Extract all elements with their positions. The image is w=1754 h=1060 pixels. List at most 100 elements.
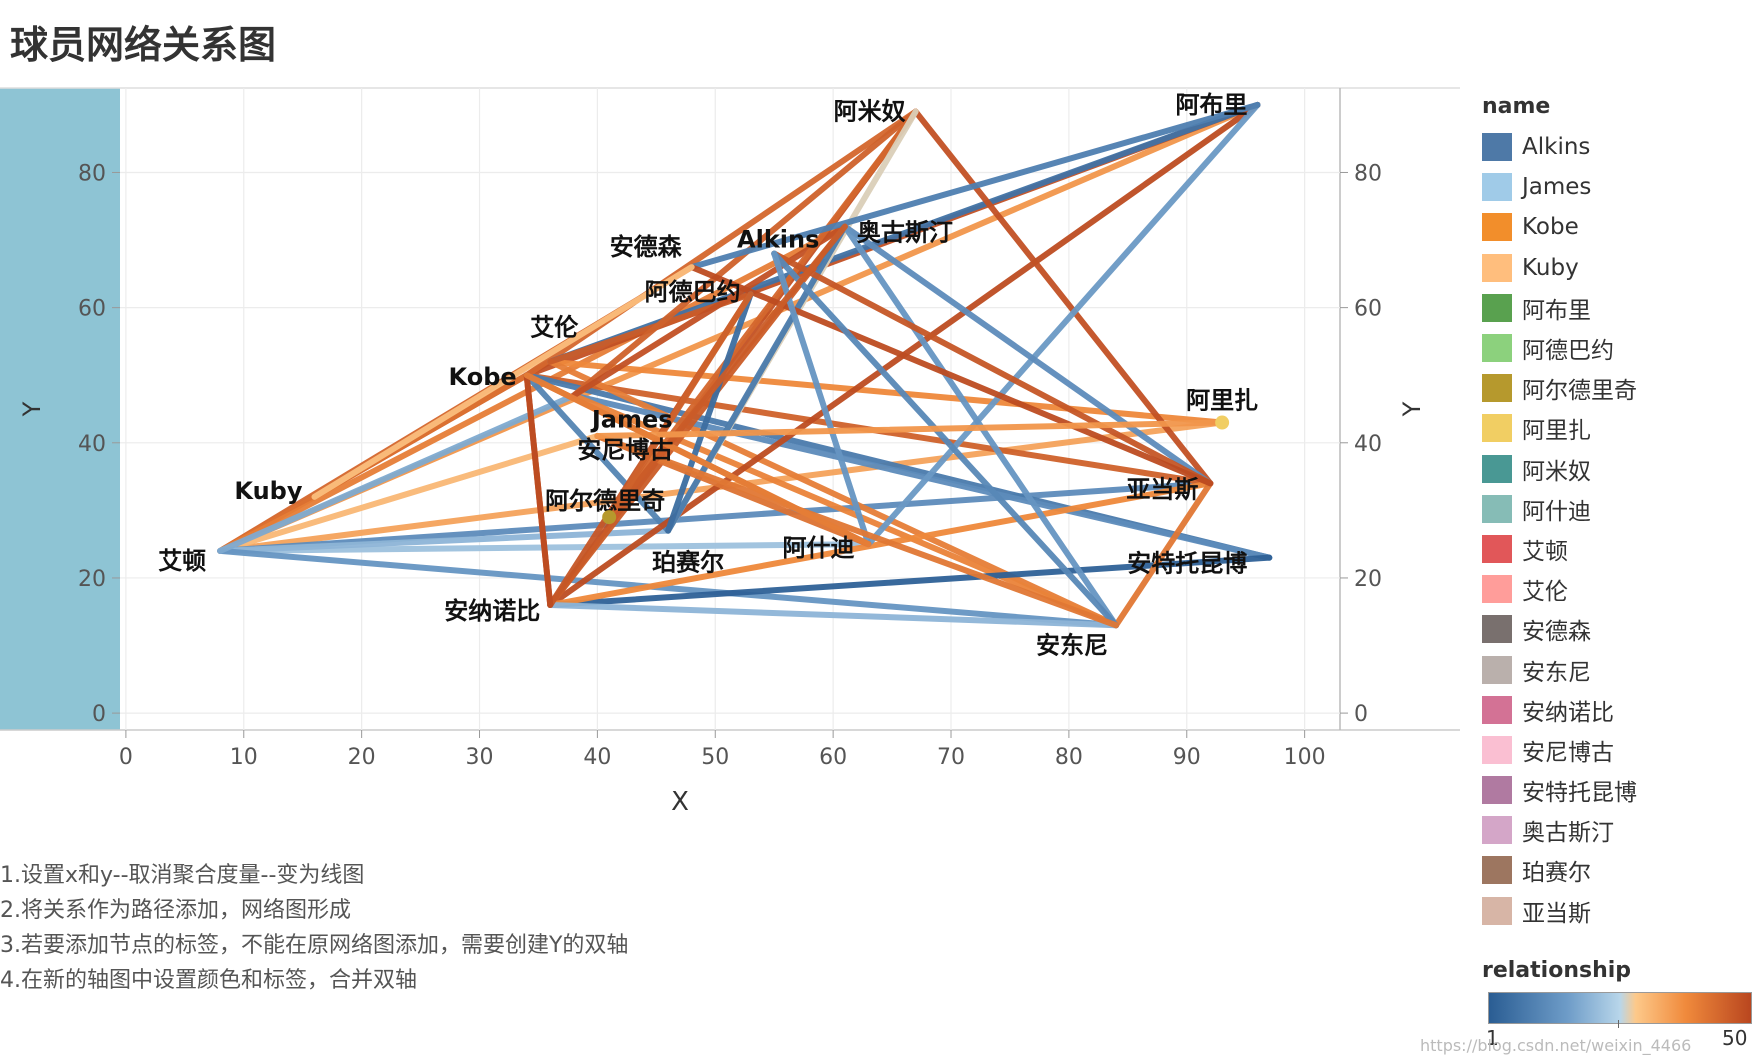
legend-item[interactable]: 安德森 [1482,609,1754,649]
node-label: 亚当斯 [1126,475,1198,503]
legend-item[interactable]: James [1482,167,1754,207]
legend-label: Alkins [1522,134,1591,161]
legend-item[interactable]: 阿德巴约 [1482,328,1754,368]
network-edge [217,392,577,554]
x-axis-title: X [671,787,689,817]
x-tick-label: 100 [1284,745,1326,770]
legend-item[interactable]: Alkins [1482,127,1754,167]
network-edge [771,250,1214,487]
legend-label: 艾顿 [1522,538,1568,565]
node-label: 阿里扎 [1186,387,1258,415]
network-edge [594,433,1120,629]
legend-title: name [1482,94,1551,119]
legend-item[interactable]: 艾伦 [1482,569,1754,609]
legend-label: Kuby [1522,254,1579,281]
x-tick-label: 10 [230,745,258,770]
legend-swatch [1482,494,1512,523]
watermark: https://blog.csdn.net/weixin_4466 [1420,1036,1692,1055]
network-edge [771,250,1120,629]
legend-label: 安德森 [1522,619,1591,646]
network-edge [311,264,695,500]
legend-swatch [1482,735,1512,764]
network-edge [606,223,848,521]
legend-label: 亚当斯 [1522,900,1591,927]
relationship-scale-tick [1618,1020,1619,1028]
legend-item[interactable]: 安特托昆博 [1482,770,1754,810]
node-label: 珀赛尔 [652,549,724,577]
node-label: 安纳诺比 [444,597,540,625]
node-label: 安德森 [610,233,683,261]
network-edge [771,250,872,548]
legend-swatch [1482,695,1512,724]
legend-label: 安特托昆博 [1522,780,1637,807]
note-line: 4.在新的轴图中设置颜色和标签，合并双轴 [0,968,417,993]
legend-item[interactable]: 阿布里 [1482,288,1754,328]
y-tick-label-right: 40 [1354,432,1382,457]
note-line: 2.将关系作为路径添加，网络图形成 [0,898,351,923]
legend-swatch [1482,776,1512,805]
y-tick-label-left: 40 [78,432,106,457]
relationship-legend-title: relationship [1482,958,1632,983]
y-tick-label-left: 80 [78,161,106,186]
legend-label: 奥古斯汀 [1522,820,1614,847]
legend-label: 阿米奴 [1522,458,1591,485]
legend-label: 安纳诺比 [1522,699,1614,726]
legend-label: 珀赛尔 [1522,860,1591,887]
legend-item[interactable]: 阿里扎 [1482,408,1754,448]
legend-swatch [1482,173,1512,202]
network-edge [1113,480,1214,629]
legend-item[interactable]: Kobe [1482,207,1754,247]
network-edge [841,223,1214,487]
legend-label: 阿布里 [1522,297,1591,324]
y-tick-label-right: 0 [1354,702,1368,727]
notes: 1.设置x和y--取消聚合度量--变为线图 2.将关系作为路径添加，网络图形成 … [0,858,628,998]
name-legend: name Alkins James Kobe Kuby 阿布里阿德巴约阿尔德里奇阿里扎阿… [1482,94,1754,931]
legend-item[interactable]: 阿尔德里奇 [1482,368,1754,408]
network-edge [217,547,1120,629]
node-label: 艾顿 [158,547,206,575]
legend-item[interactable]: 珀赛尔 [1482,850,1754,890]
x-tick-label: 20 [348,745,376,770]
network-edge [688,264,1214,487]
network-edge [570,223,848,399]
legend-swatch [1482,816,1512,845]
legend-item[interactable]: 安纳诺比 [1482,690,1754,730]
legend-label: 阿尔德里奇 [1522,378,1637,405]
legend-swatch [1482,414,1512,443]
y-tick-label-left: 20 [78,567,106,592]
node-label: 阿尔德里奇 [545,487,665,515]
node-point [1215,415,1230,430]
node-label: 艾伦 [530,314,579,342]
network-edge [547,554,1273,608]
node-label: 安特托昆博 [1127,550,1247,578]
x-tick-label: 0 [119,745,133,770]
note-line: 3.若要添加节点的标签，不能在原网络图添加，需要创建Y的双轴 [0,933,629,958]
legend-label: Kobe [1522,214,1579,241]
legend-item[interactable]: 安尼博古 [1482,730,1754,770]
x-tick-label: 80 [1055,745,1083,770]
x-tick-label: 40 [583,745,611,770]
legend-swatch [1482,896,1512,925]
node-label: Kobe [449,363,517,391]
legend-item[interactable]: 安东尼 [1482,649,1754,689]
node-label: 奥古斯汀 [857,219,953,247]
legend-item[interactable]: 奥古斯汀 [1482,810,1754,850]
legend-label: 阿德巴约 [1522,338,1614,365]
network-edge [688,101,1261,271]
legend-item[interactable]: 阿米奴 [1482,449,1754,489]
network-edge [665,291,754,534]
legend-item[interactable]: 亚当斯 [1482,891,1754,931]
note-line: 1.设置x和y--取消聚合度量--变为线图 [0,863,365,888]
x-tick-label: 60 [819,745,847,770]
relationship-color-scale [1488,992,1752,1024]
legend-item[interactable]: Kuby [1482,248,1754,288]
legend-item[interactable]: 阿什迪 [1482,489,1754,529]
relationship-legend: relationship 1 50 [1482,958,1754,1050]
legend-swatch [1482,334,1512,363]
node-label: Alkins [737,226,819,254]
network-edge [547,480,1214,608]
legend-swatch [1482,133,1512,162]
legend-item[interactable]: 艾顿 [1482,529,1754,569]
node-label: 阿米奴 [834,98,906,126]
